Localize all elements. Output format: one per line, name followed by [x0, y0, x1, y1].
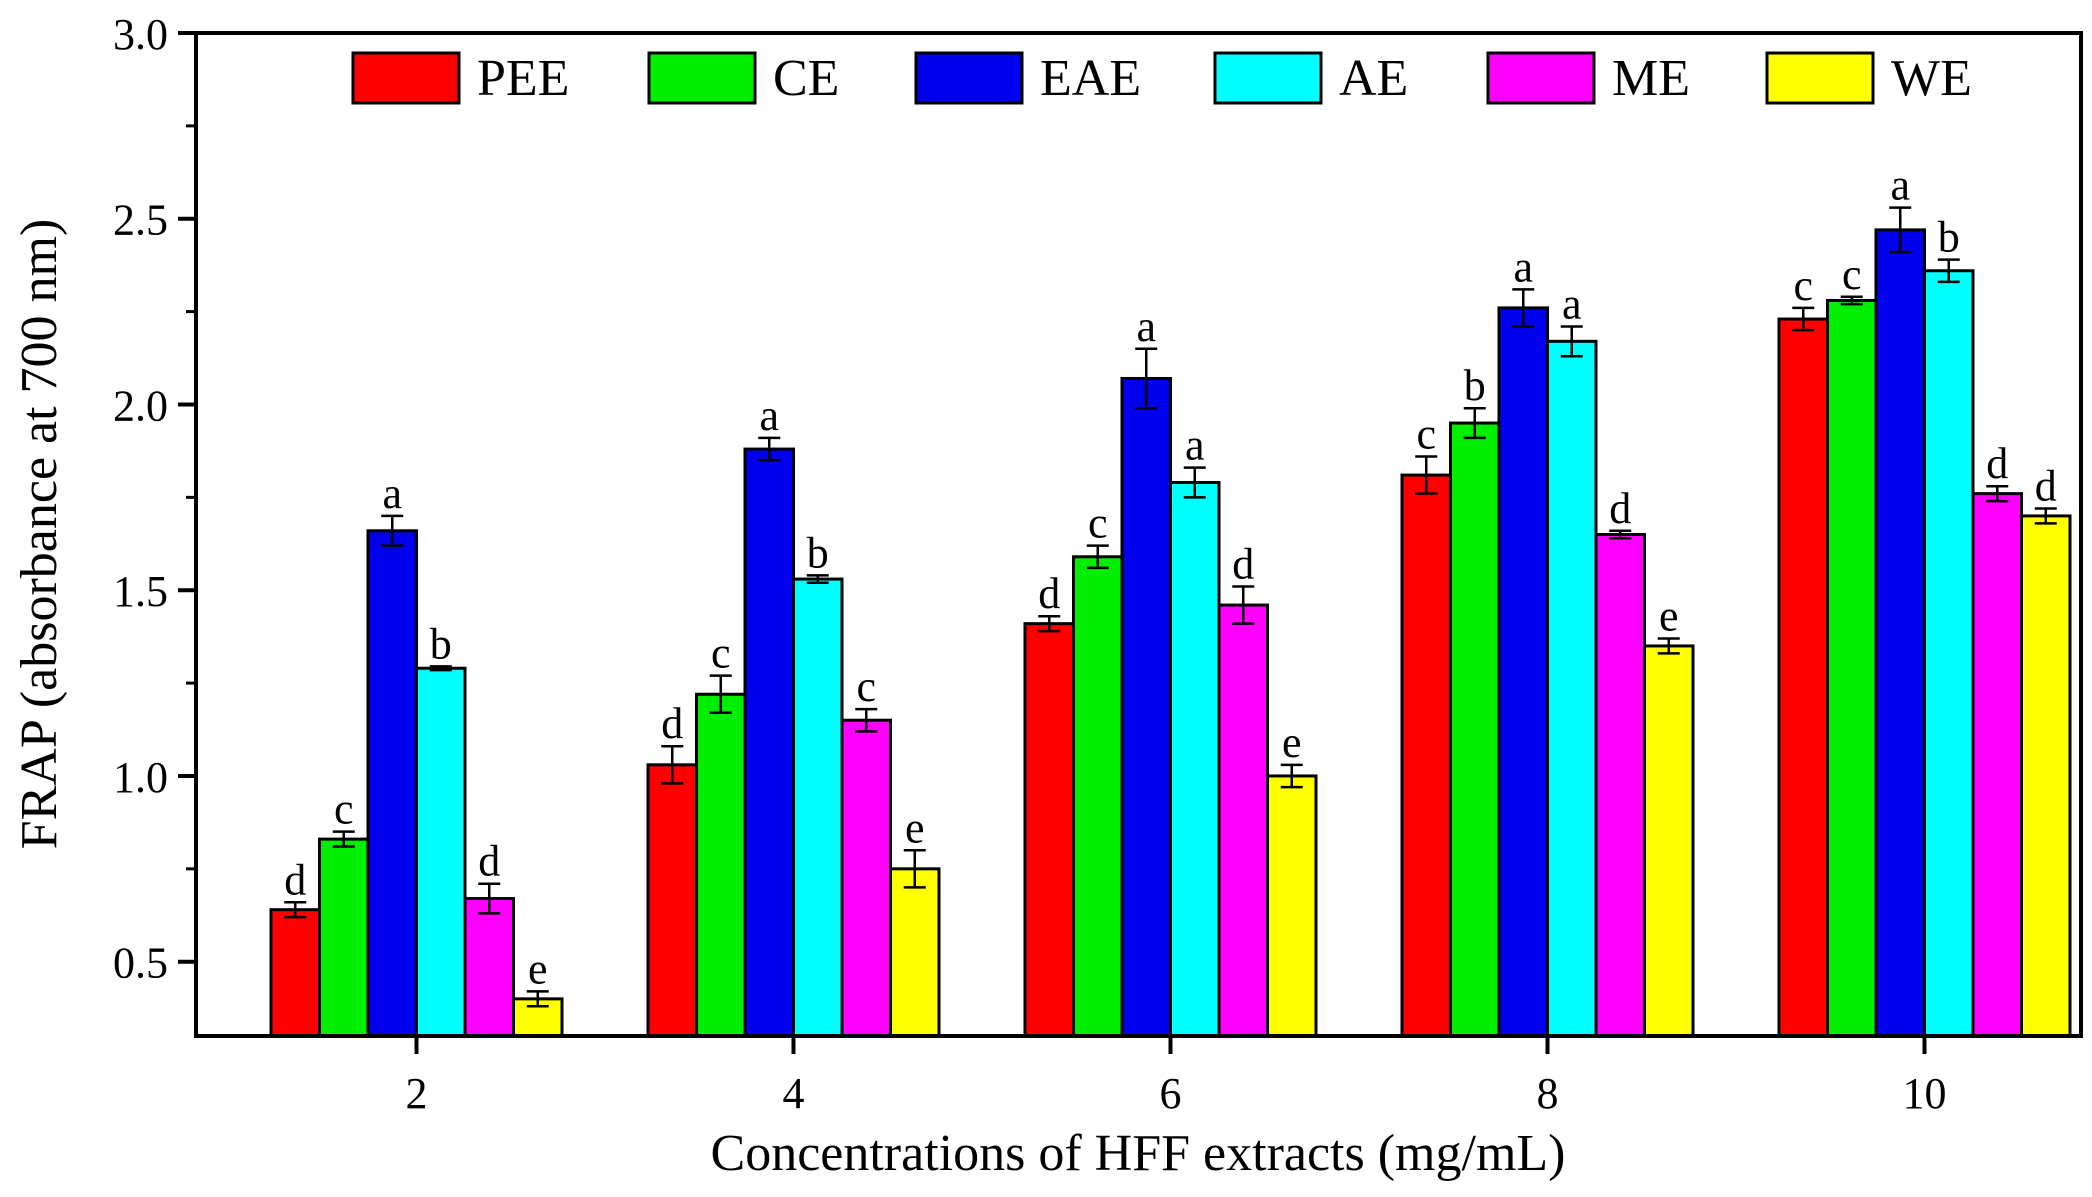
- significance-letter: d: [1038, 569, 1060, 618]
- bar-ae-2: [415, 666, 467, 1038]
- y-tick-label: 2.5: [113, 196, 168, 245]
- legend-swatch-pee: [351, 51, 461, 105]
- significance-letter: c: [1416, 409, 1436, 458]
- x-tick-label: 10: [1903, 1069, 1947, 1118]
- significance-letter: a: [382, 469, 402, 518]
- bar-eae-2: [366, 529, 418, 1038]
- bar-we-6: [1266, 774, 1318, 1038]
- significance-letter: d: [478, 837, 500, 886]
- x-axis-label: Concentrations of HFF extracts (mg/mL): [711, 1125, 1566, 1182]
- legend-swatch-we: [1765, 51, 1875, 105]
- x-tick-label: 6: [1160, 1069, 1182, 1118]
- significance-letter: e: [905, 803, 925, 852]
- bar-ae-8: [1546, 339, 1598, 1038]
- bar-me-10: [1971, 492, 2023, 1038]
- x-axis-ticks: 2 4 6 8 10: [406, 1036, 1947, 1118]
- bar-ce-2: [318, 837, 370, 1038]
- significance-letter: c: [1793, 261, 1813, 310]
- bar-we-4: [889, 867, 941, 1038]
- significance-letter: b: [807, 528, 829, 577]
- bar-ae-10: [1923, 269, 1975, 1038]
- legend: PEE CE EAE AE ME WE: [351, 50, 1972, 107]
- bar-me-4: [840, 718, 892, 1038]
- bar-pee-10: [1777, 317, 1829, 1038]
- significance-letter: b: [430, 619, 452, 668]
- legend-swatch-me: [1486, 51, 1596, 105]
- x-tick-label: 4: [783, 1069, 805, 1118]
- bar-pee-6: [1023, 622, 1075, 1038]
- axes-layer: [194, 31, 2083, 1038]
- significance-letter: d: [1986, 439, 2008, 488]
- significance-letter: a: [1562, 279, 1582, 328]
- y-tick-label: 1.0: [113, 753, 168, 802]
- bar-we-10: [2020, 514, 2072, 1038]
- x-tick-label: 8: [1537, 1069, 1559, 1118]
- significance-letter: c: [711, 629, 731, 678]
- bar-eae-4: [743, 447, 795, 1038]
- bar-ce-4: [695, 692, 747, 1038]
- legend-label-pee: PEE: [477, 50, 569, 107]
- significance-letter: e: [528, 944, 548, 993]
- legend-label-we: WE: [1891, 50, 1972, 107]
- error-bars-layer: [284, 206, 2057, 1008]
- significance-letter: c: [1088, 499, 1108, 548]
- significance-letter: c: [856, 662, 876, 711]
- bar-pee-4: [646, 763, 698, 1038]
- bar-eae-8: [1497, 306, 1549, 1038]
- bar-ae-6: [1169, 480, 1221, 1038]
- significance-letter: a: [1136, 302, 1156, 351]
- bar-eae-6: [1120, 376, 1172, 1038]
- bar-me-8: [1594, 533, 1646, 1038]
- y-tick-label: 3.0: [113, 10, 168, 59]
- significance-letter: a: [1890, 161, 1910, 210]
- significance-letter: a: [759, 391, 779, 440]
- significance-letter: d: [1609, 484, 1631, 533]
- significance-letter: d: [2035, 461, 2057, 510]
- y-tick-label: 0.5: [113, 939, 168, 988]
- legend-swatch-ce: [647, 51, 757, 105]
- significance-letter: b: [1464, 361, 1486, 410]
- legend-label-ae: AE: [1339, 50, 1408, 107]
- bar-me-6: [1217, 603, 1269, 1038]
- y-tick-label: 2.0: [113, 381, 168, 430]
- bar-ae-4: [792, 577, 844, 1038]
- y-axis-ticks: 0.5 1.0 1.5 2.0 2.5 3.0: [113, 10, 196, 988]
- bar-we-8: [1643, 644, 1695, 1038]
- plot-frame: [194, 31, 2083, 1038]
- significance-letter: e: [1282, 718, 1302, 767]
- legend-swatch-ae: [1213, 51, 1323, 105]
- significance-letter: b: [1938, 213, 1960, 262]
- y-tick-label: 1.5: [113, 567, 168, 616]
- bar-ce-8: [1449, 421, 1501, 1038]
- legend-label-me: ME: [1612, 50, 1690, 107]
- significance-letter: e: [1659, 592, 1679, 641]
- significance-letter: d: [284, 855, 306, 904]
- significance-letter: c: [334, 785, 354, 834]
- significance-letter: a: [1185, 421, 1205, 470]
- bar-eae-10: [1874, 228, 1926, 1038]
- significance-letter: a: [1513, 242, 1533, 291]
- bar-ce-10: [1826, 298, 1878, 1038]
- legend-swatch-eae: [914, 51, 1024, 105]
- y-axis-label: FRAP (absorbance at 700 nm): [11, 219, 68, 850]
- significance-letter: c: [1842, 250, 1862, 299]
- legend-label-eae: EAE: [1040, 50, 1141, 107]
- x-tick-label: 2: [406, 1069, 428, 1118]
- bars-layer: [269, 228, 2072, 1038]
- bar-pee-8: [1400, 473, 1452, 1038]
- bar-pee-2: [269, 908, 321, 1038]
- significance-letter: d: [661, 699, 683, 748]
- legend-label-ce: CE: [773, 50, 839, 107]
- significance-letter: d: [1232, 540, 1254, 589]
- bar-ce-6: [1072, 555, 1124, 1038]
- bar-me-2: [463, 897, 515, 1038]
